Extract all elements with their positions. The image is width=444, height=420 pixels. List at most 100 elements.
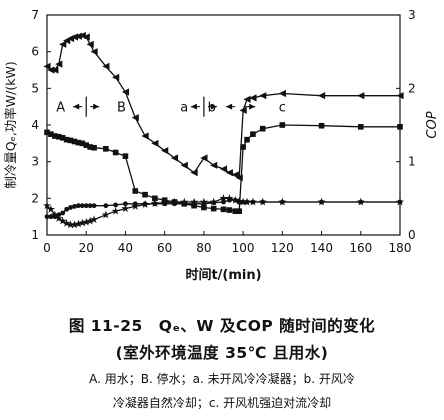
data-point-circle (152, 201, 158, 207)
data-point-star (86, 216, 95, 225)
data-point-star (111, 206, 120, 215)
data-point-circle (91, 203, 97, 209)
chart: 0 20 40 60 80 100 120 140 160 18012345670123时间t/(… (3, 8, 440, 283)
data-point-square (59, 135, 66, 141)
data-point-triangle-left (90, 48, 98, 56)
data-point-square (226, 207, 233, 213)
data-point-star (58, 216, 67, 225)
data-point-triangle-left (47, 66, 55, 74)
phase-arrow-head (190, 103, 197, 110)
data-point-star (70, 220, 79, 229)
y-left-tick-label: 1 (31, 228, 39, 242)
data-point-square (79, 140, 86, 147)
data-point-circle (181, 201, 187, 207)
y-right-tick-label: 0 (408, 228, 416, 242)
data-point-circle (172, 201, 177, 207)
series-line-triangle-left (46, 34, 400, 180)
data-point-square (91, 144, 97, 151)
data-point-triangle-left (249, 94, 257, 102)
data-point-triangle-left (259, 92, 267, 100)
x-tick-label: 140 (310, 241, 333, 255)
data-point-circle (236, 199, 242, 205)
data-point-circle (358, 199, 364, 205)
data-point-star (101, 210, 110, 219)
data-point-triangle-left (219, 165, 228, 173)
figure-note-line-2: 冷凝器自然冷却；c. 开风机强迫对流冷却 (112, 396, 332, 410)
data-point-triangle-left (74, 32, 82, 40)
data-point-circle (201, 201, 207, 207)
y-right-tick-label: 2 (408, 81, 416, 95)
data-point-square (259, 125, 266, 132)
data-point-circle (87, 203, 93, 209)
data-point-circle (60, 210, 66, 216)
data-point-triangle-left (317, 92, 326, 100)
data-point-circle (132, 201, 138, 207)
data-point-square (103, 146, 109, 152)
x-tick-label: 40 (118, 241, 133, 255)
data-point-square (236, 208, 242, 214)
data-point-square (122, 153, 129, 159)
data-point-triangle-left (43, 62, 51, 70)
data-point-star (42, 201, 52, 210)
data-point-square (52, 133, 58, 139)
data-point-square (44, 129, 50, 136)
data-point-star (74, 219, 83, 228)
data-point-star (66, 220, 75, 229)
x-tick-label: 160 (349, 241, 372, 255)
data-point-triangle-left (210, 161, 218, 169)
data-point-square (250, 131, 256, 137)
data-point-circle (75, 203, 81, 209)
data-point-square (63, 136, 70, 143)
data-point-triangle-left (225, 169, 233, 177)
x-axis-label: 时间t/(min) (185, 267, 261, 283)
data-point-square (48, 131, 54, 137)
data-point-triangle-left (131, 114, 139, 122)
data-point-square (55, 133, 62, 140)
data-point-star (89, 215, 99, 224)
data-point-triangle-left (141, 132, 149, 140)
data-point-circle (279, 199, 285, 205)
data-point-triangle-left (51, 66, 59, 74)
data-point-square (75, 139, 82, 146)
data-point-star (82, 217, 91, 226)
y-left-tick-label: 5 (31, 81, 39, 95)
data-point-circle (79, 203, 85, 209)
phase-label-A: A (56, 101, 65, 116)
data-point-star (62, 218, 71, 227)
phase-arrow-head (93, 103, 100, 110)
data-point-circle (250, 199, 256, 205)
y-right-axis-label: COP (425, 111, 440, 138)
data-point-triangle-left (180, 161, 188, 169)
data-point-triangle-left (231, 171, 239, 179)
data-point-star (121, 204, 130, 213)
data-point-circle (142, 201, 148, 207)
data-point-circle (221, 199, 226, 205)
data-point-triangle-left (396, 92, 404, 100)
data-point-circle (103, 203, 109, 209)
phase-label-a: a (180, 101, 188, 116)
data-point-triangle-left (357, 92, 365, 100)
data-point-circle (123, 201, 128, 207)
x-tick-label: 20 (79, 241, 94, 255)
data-point-triangle-left (170, 154, 179, 162)
y-right-tick-label: 1 (408, 155, 416, 169)
phase-arrow-head (226, 103, 233, 110)
data-point-square (210, 205, 217, 212)
y-left-tick-label: 3 (31, 155, 39, 169)
data-point-triangle-left (86, 40, 94, 48)
data-point-star (78, 218, 87, 227)
data-point-circle (56, 212, 62, 218)
data-point-triangle-left (112, 73, 120, 81)
data-point-square (67, 137, 74, 144)
data-point-triangle-left (243, 95, 251, 103)
data-point-circle (244, 199, 250, 205)
data-point-circle (397, 199, 403, 205)
figure-note-line-1: A. 用水；B. 停水；a. 未开风冷冷凝器；b. 开风冷 (89, 372, 355, 386)
y-left-tick-label: 2 (31, 191, 39, 205)
x-tick-label: 60 (157, 241, 172, 255)
data-point-circle (113, 202, 119, 208)
phase-arrow-head (210, 103, 217, 110)
data-point-star (219, 194, 228, 202)
data-point-triangle-left (70, 33, 79, 41)
data-point-square (357, 124, 364, 130)
